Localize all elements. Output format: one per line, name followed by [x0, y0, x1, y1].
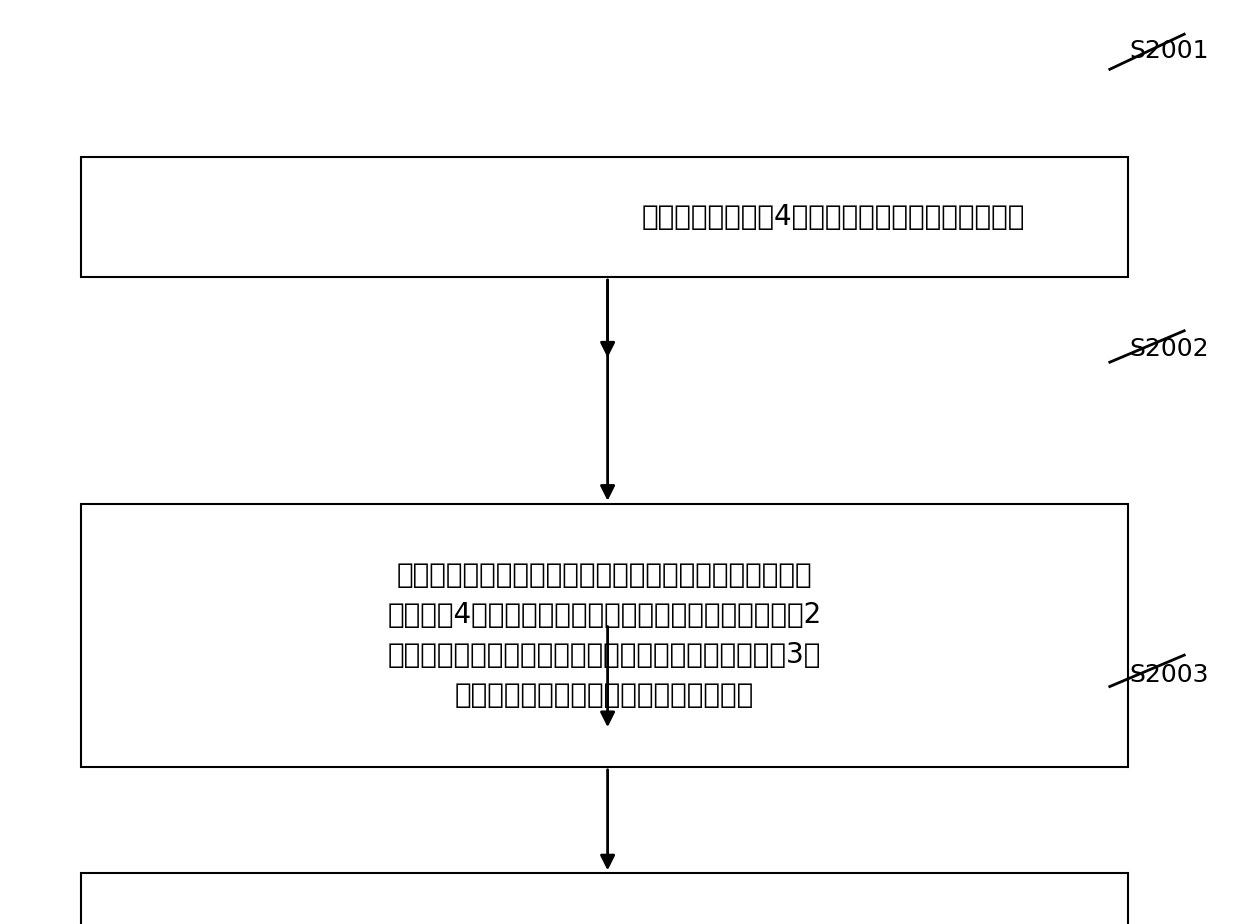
- Text: S2003: S2003: [1130, 663, 1209, 687]
- Bar: [81, 504, 1128, 767]
- Bar: [81, 873, 1128, 924]
- Text: 所述热管理控制器4获取电池温度传感器的检测温度: 所述热管理控制器4获取电池温度传感器的检测温度: [642, 203, 1025, 231]
- Bar: [81, 157, 1128, 277]
- Text: S2002: S2002: [1130, 337, 1209, 361]
- Text: S2001: S2001: [1130, 39, 1209, 63]
- Text: 如果电池包最低温度低于预设加热温度阈值，则所述热管
理控制器4驱动所述加热模块通过加热液向所述加热液道2
供热，停止驱动所述制冷模块向制冷剂向所述冷却液道3供
: 如果电池包最低温度低于预设加热温度阈值，则所述热管 理控制器4驱动所述加热模块通…: [387, 561, 822, 710]
